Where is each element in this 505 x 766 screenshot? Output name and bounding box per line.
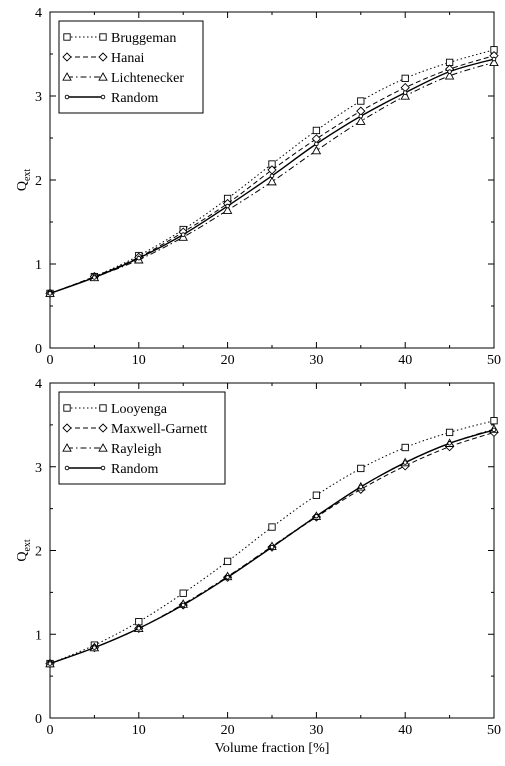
data-point <box>358 484 364 490</box>
data-point <box>314 141 319 147</box>
legend-marker <box>62 72 72 81</box>
data-point <box>314 513 319 519</box>
x-tick-label: 0 <box>47 353 54 368</box>
legend-marker <box>99 404 107 412</box>
x-tick-label: 40 <box>398 353 412 368</box>
data-point <box>489 57 499 67</box>
x-tick-label: 20 <box>221 353 235 368</box>
data-point <box>357 97 365 105</box>
legend-marker <box>100 465 106 471</box>
legend-marker <box>62 52 72 62</box>
data-point <box>490 417 498 425</box>
x-tick-label: 30 <box>309 353 323 368</box>
legend-entry: Random <box>111 91 159 106</box>
y-axis-label: Qext <box>15 539 33 562</box>
data-point <box>401 443 409 452</box>
x-tick-label: 20 <box>221 723 235 738</box>
data-point <box>447 69 452 74</box>
data-point <box>400 91 410 100</box>
series-random <box>47 427 497 666</box>
data-point <box>225 575 230 580</box>
legend-marker <box>98 443 108 452</box>
data-point <box>267 176 277 186</box>
legend-marker <box>64 465 70 471</box>
y-tick-label: 1 <box>35 258 42 273</box>
data-point <box>222 205 233 214</box>
data-point <box>444 70 455 80</box>
data-point <box>47 291 53 296</box>
x-tick-label: 10 <box>132 723 146 738</box>
legend: Looyenga Maxwell-Garnett Rayleigh Random <box>58 391 226 485</box>
x-tick-label: 0 <box>47 723 54 738</box>
legend: Bruggeman Hanai Lichtenecker Random <box>58 20 204 114</box>
data-point <box>92 645 97 650</box>
series-line <box>49 61 495 294</box>
data-point <box>179 589 187 597</box>
y-tick-label: 1 <box>35 628 42 643</box>
legend-entry: Lichtenecker <box>111 71 184 86</box>
legend-marker <box>62 443 72 452</box>
data-point <box>311 145 322 155</box>
data-point <box>47 661 53 666</box>
data-point <box>445 428 454 437</box>
y-tick-label: 2 <box>35 545 42 560</box>
legend-marker <box>63 404 71 412</box>
y-tick-label: 3 <box>35 90 42 105</box>
y-tick-label: 2 <box>35 174 42 189</box>
data-point <box>356 116 366 125</box>
data-point <box>136 626 142 631</box>
series-random <box>47 56 497 296</box>
data-point <box>269 544 275 550</box>
data-point <box>402 460 408 465</box>
x-tick-label: 50 <box>487 723 501 738</box>
legend-marker <box>100 94 106 100</box>
y-tick-label: 0 <box>35 342 42 357</box>
legend-entry: Hanai <box>111 51 145 66</box>
data-point <box>402 90 408 95</box>
data-point <box>223 557 232 566</box>
x-axis-label: Volume fraction [%] <box>215 741 330 756</box>
legend-marker <box>98 52 108 62</box>
chart-panel-1: 0 10 20 30 40 50 0 1 2 3 4 Qext Bruggeman Hanai Lichte… <box>15 6 501 368</box>
data-point <box>357 464 365 473</box>
y-tick-label: 0 <box>35 712 42 727</box>
data-point <box>225 203 230 209</box>
legend-marker <box>98 423 108 433</box>
legend-entry: Looyenga <box>111 402 168 417</box>
data-point <box>180 602 186 608</box>
x-tick-label: 10 <box>132 353 146 368</box>
data-point <box>269 173 275 179</box>
legend-marker <box>98 72 108 81</box>
data-point <box>180 232 186 237</box>
y-tick-label: 4 <box>35 6 42 21</box>
legend-marker <box>63 33 71 41</box>
legend-marker <box>62 423 72 433</box>
legend-entry: Maxwell-Garnett <box>111 422 208 437</box>
data-point <box>268 523 276 531</box>
data-point <box>358 113 364 119</box>
chart-panel-2: 0 10 20 30 40 50 0 1 2 3 4 Qext Volume fraction [%] L… <box>15 377 501 756</box>
y-tick-label: 3 <box>35 461 42 476</box>
legend-entry: Random <box>111 462 159 477</box>
data-point <box>491 427 497 433</box>
series-lichtenecker <box>45 57 499 298</box>
data-point <box>312 491 321 499</box>
y-tick-label: 4 <box>35 377 42 392</box>
legend-entry: Bruggeman <box>111 31 176 46</box>
data-point <box>447 441 452 446</box>
x-tick-label: 30 <box>309 723 323 738</box>
data-point <box>491 56 497 62</box>
data-point <box>136 255 142 261</box>
legend-marker <box>99 33 107 41</box>
data-point <box>92 275 97 280</box>
data-point <box>401 74 409 83</box>
y-axis-label: Qext <box>15 169 33 192</box>
legend-marker <box>64 94 70 100</box>
x-tick-label: 50 <box>487 353 501 368</box>
legend-entry: Rayleigh <box>111 442 162 457</box>
x-tick-label: 40 <box>398 723 412 738</box>
data-point <box>312 126 321 135</box>
